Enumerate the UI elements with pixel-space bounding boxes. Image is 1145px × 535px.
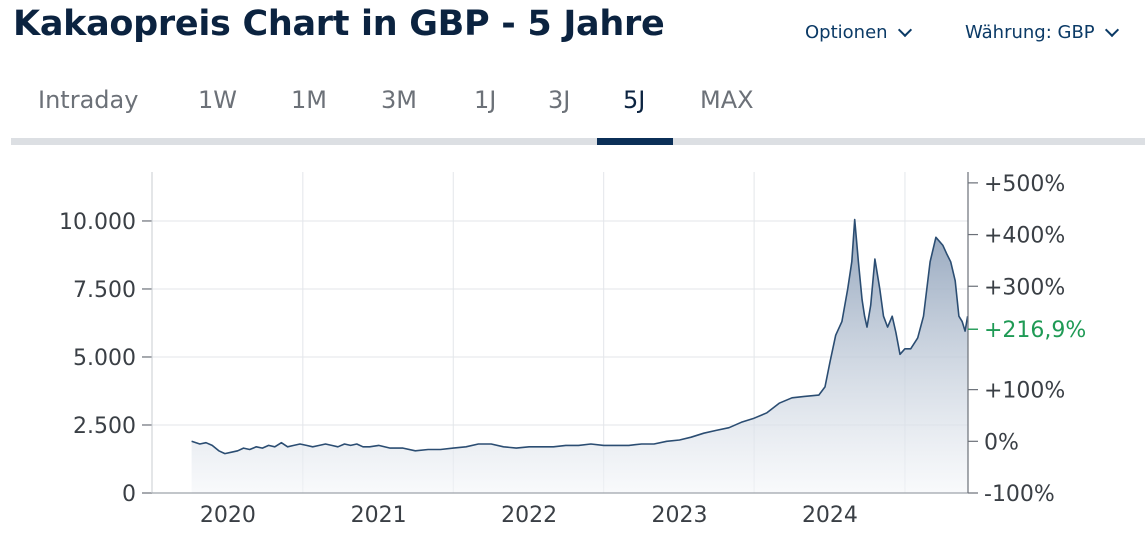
tab-5j[interactable]: 5J	[623, 86, 646, 114]
y-tick-label: 2.500	[73, 414, 136, 439]
y-tick-label: 0	[122, 482, 136, 507]
price-area-fill	[191, 219, 968, 493]
price-line	[191, 218, 969, 455]
x-tick-label: 2023	[652, 503, 708, 528]
options-dropdown[interactable]: Optionen	[805, 22, 912, 43]
tab-intraday[interactable]: Intraday	[38, 86, 139, 114]
x-tick-label: 2022	[501, 503, 557, 528]
right-tick-label: 0%	[984, 430, 1019, 455]
chevron-down-icon	[1104, 22, 1119, 37]
currency-label: Währung: GBP	[965, 22, 1095, 43]
current-change-label: +216,9%	[984, 318, 1086, 343]
tab-1w[interactable]: 1W	[198, 86, 237, 114]
currency-dropdown[interactable]: Währung: GBP	[965, 22, 1119, 43]
chevron-down-icon	[897, 22, 912, 37]
tab-1j[interactable]: 1J	[474, 86, 497, 114]
tab-1m[interactable]: 1M	[291, 86, 327, 114]
y-tick-label: 5.000	[73, 346, 136, 371]
options-label: Optionen	[805, 22, 888, 43]
y-tick-label: 7.500	[73, 278, 136, 303]
axis-layer: 0 2.500 5.000 7.500 10.000 2020 2021 2022 2023 20…	[59, 172, 1086, 528]
page-title: Kakaopreis Chart in GBP - 5 Jahre	[13, 4, 665, 44]
right-tick-label: +300%	[984, 275, 1065, 300]
x-tick-label: 2024	[802, 503, 858, 528]
tab-max[interactable]: MAX	[700, 86, 754, 114]
right-tick-label: +500%	[984, 172, 1065, 197]
x-tick-label: 2020	[200, 503, 256, 528]
price-chart: 0 2.500 5.000 7.500 10.000 2020 2021 2022 2023 20…	[59, 172, 1086, 528]
x-tick-label: 2021	[351, 503, 407, 528]
right-tick-label: -100%	[984, 482, 1055, 507]
tab-3m[interactable]: 3M	[381, 86, 417, 114]
right-tick-label: +100%	[984, 379, 1065, 404]
y-tick-label: 10.000	[59, 210, 136, 235]
tabs-rule	[11, 138, 1145, 145]
tab-3j[interactable]: 3J	[548, 86, 571, 114]
active-tab-indicator	[597, 138, 673, 145]
timeframe-tabs: Intraday 1W 1M 3M 1J 3J 5J MAX	[11, 70, 1145, 146]
right-tick-label: +400%	[984, 224, 1065, 249]
